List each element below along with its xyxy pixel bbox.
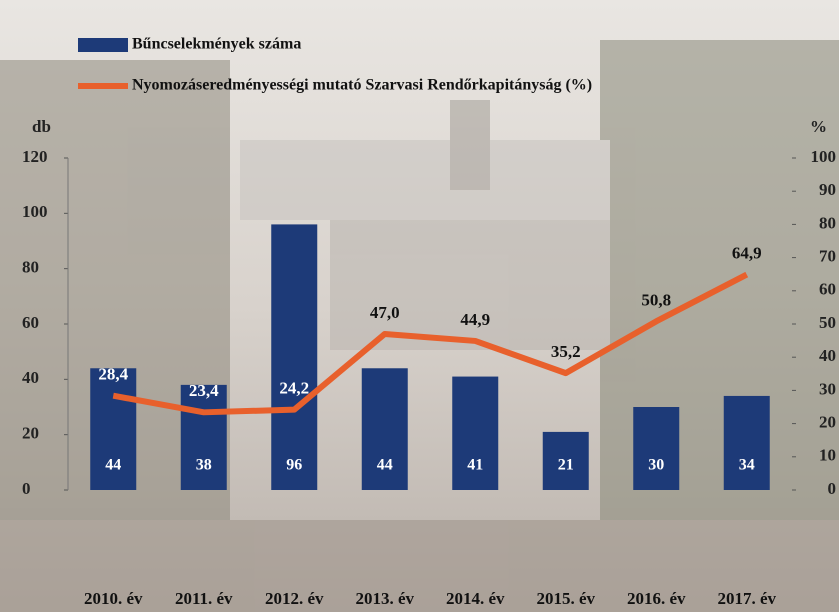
bar: [724, 396, 770, 490]
x-tick-label: 2011. év: [175, 589, 233, 608]
y2-tick-label: 0: [828, 479, 837, 498]
x-tick-label: 2012. év: [265, 589, 324, 608]
bar-value-label: 30: [648, 457, 664, 474]
x-tick-label: 2017. év: [717, 589, 776, 608]
bar: [271, 224, 317, 490]
legend-swatch: [78, 38, 128, 52]
y-tick-label: 0: [22, 479, 31, 498]
page: {"chart_data": { "type": "bar-line", "ca…: [0, 0, 839, 612]
x-tick-label: 2014. év: [446, 589, 505, 608]
bar-value-label: 96: [286, 457, 302, 474]
y2-tick-label: 80: [819, 213, 836, 232]
line-value-label: 35,2: [551, 342, 581, 361]
y-tick-label: 80: [22, 258, 39, 277]
bar-value-label: 44: [105, 457, 121, 474]
y2-tick-label: 30: [819, 379, 836, 398]
line-value-label: 47,0: [370, 303, 400, 322]
y2-axis-label: %: [810, 117, 827, 136]
line-value-label: 23,4: [189, 381, 219, 400]
line-value-label: 50,8: [641, 290, 671, 309]
bar: [633, 407, 679, 490]
bar-value-label: 21: [558, 457, 574, 474]
y-tick-label: 20: [22, 424, 39, 443]
y2-tick-label: 40: [819, 346, 836, 365]
legend-label: Bűncselekmények száma: [132, 36, 301, 53]
y-axis-label: db: [32, 117, 51, 136]
line-value-label: 28,4: [98, 365, 128, 384]
chart: db % 0 20 40 60 80 100 120 0 10 20 30 40 50 60 70 80 90 1…: [0, 0, 839, 612]
bar: [181, 385, 227, 490]
line-value-label: 24,2: [279, 379, 309, 398]
x-tick-label: 2016. év: [627, 589, 686, 608]
bar-value-label: 34: [739, 457, 755, 474]
y-tick-label: 60: [22, 313, 39, 332]
y2-tick-label: 20: [819, 413, 836, 432]
x-tick-label: 2010. év: [84, 589, 143, 608]
bar-value-label: 44: [377, 457, 393, 474]
y-tick-label: 100: [22, 202, 48, 221]
y2-tick-label: 90: [819, 180, 836, 199]
bar-value-label: 38: [196, 457, 212, 474]
y2-tick-label: 10: [819, 446, 836, 465]
y-tick-label: 120: [22, 147, 48, 166]
x-tick-label: 2013. év: [355, 589, 414, 608]
y-tick-label: 40: [22, 368, 39, 387]
bar-value-label: 41: [467, 457, 483, 474]
y2-tick-label: 50: [819, 313, 836, 332]
y2-tick-label: 100: [811, 147, 837, 166]
x-tick-label: 2015. év: [536, 589, 595, 608]
y2-tick-label: 70: [819, 247, 836, 266]
line-value-label: 44,9: [460, 310, 490, 329]
y2-tick-label: 60: [819, 280, 836, 299]
legend-label: Nyomozáseredményességi mutató Szarvasi R…: [132, 77, 592, 94]
line-value-label: 64,9: [732, 243, 762, 262]
